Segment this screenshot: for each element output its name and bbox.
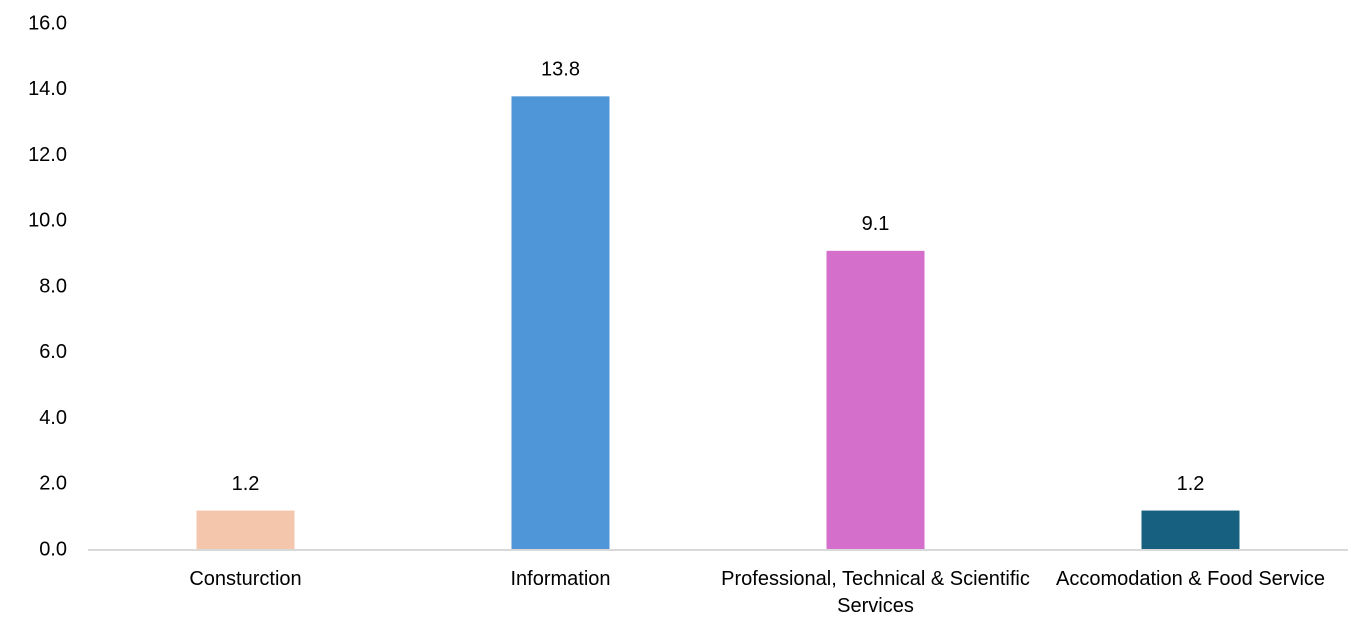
value-label: 9.1 bbox=[862, 213, 890, 235]
y-tick-label: 2.0 bbox=[39, 473, 67, 495]
bar bbox=[1141, 510, 1240, 550]
bar bbox=[196, 510, 295, 550]
y-tick-label: 8.0 bbox=[39, 275, 67, 297]
y-tick-label: 12.0 bbox=[28, 144, 67, 166]
y-tick-label: 14.0 bbox=[28, 78, 67, 100]
value-label: 13.8 bbox=[541, 59, 580, 81]
x-tick-label: Professional, Technical & Scientific Ser… bbox=[721, 568, 1030, 617]
x-tick-label: Consturction bbox=[189, 568, 302, 590]
y-tick-label: 4.0 bbox=[39, 407, 67, 429]
x-tick-label: Accomodation & Food Service bbox=[1055, 568, 1326, 590]
x-tick-label: Information bbox=[510, 568, 611, 590]
y-tick-label: 6.0 bbox=[39, 341, 67, 363]
bar bbox=[511, 96, 610, 550]
bar bbox=[826, 250, 925, 550]
y-tick-label: 0.0 bbox=[39, 538, 67, 560]
value-label: 1.2 bbox=[1177, 473, 1205, 495]
y-tick-label: 16.0 bbox=[28, 12, 67, 34]
value-label: 1.2 bbox=[232, 473, 260, 495]
y-tick-label: 10.0 bbox=[28, 210, 67, 232]
